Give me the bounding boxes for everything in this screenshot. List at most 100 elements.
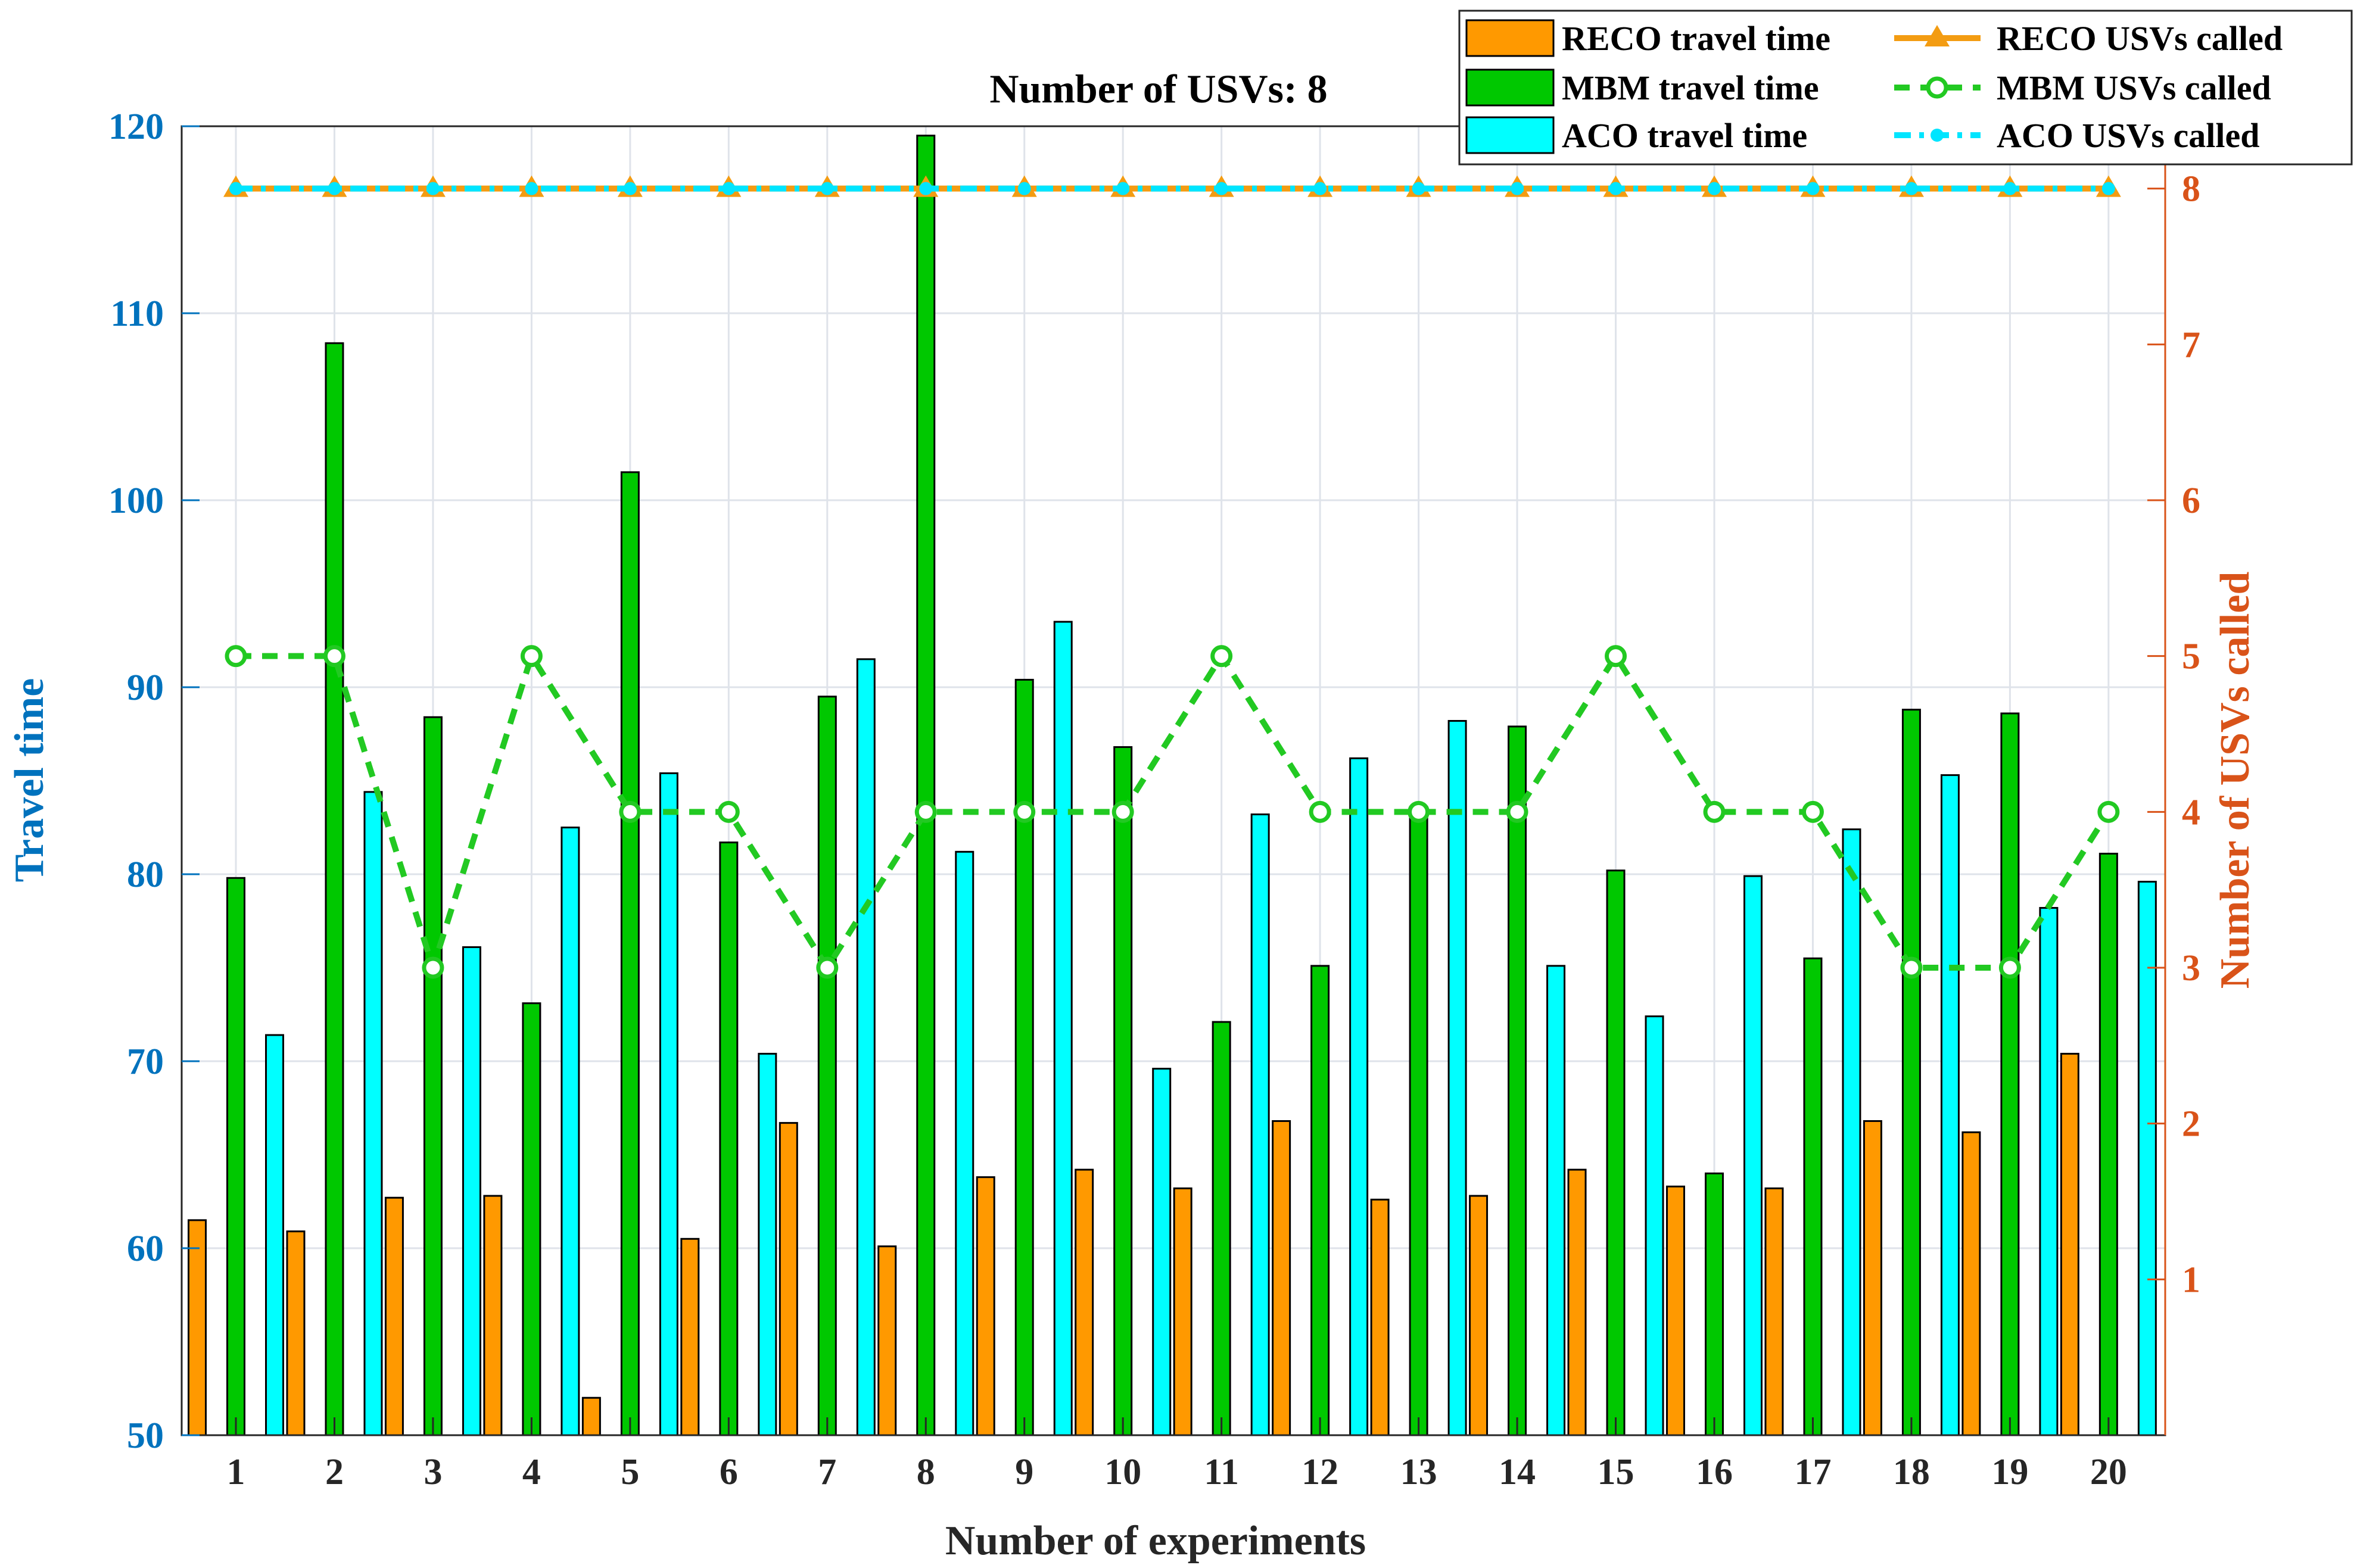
right-tick-label: 2: [2182, 1104, 2200, 1145]
marker-mbm: [1408, 800, 1430, 823]
bar-aco: [758, 1052, 777, 1436]
marker-mbm: [1309, 800, 1331, 823]
bar-aco: [462, 946, 481, 1436]
bar-mbm: [325, 342, 344, 1436]
marker-aco: [1116, 182, 1130, 195]
bar-mbm: [1310, 965, 1330, 1436]
marker-mbm: [1111, 800, 1134, 823]
bar-aco: [1940, 774, 1960, 1436]
bar-reco: [1863, 1120, 1882, 1436]
bar-aco: [1447, 720, 1467, 1436]
bar-mbm: [1704, 1172, 1724, 1436]
marker-aco: [1511, 182, 1524, 195]
left-tick-label: 90: [127, 668, 164, 708]
bar-reco: [1370, 1198, 1390, 1436]
x-tick-label: 16: [1696, 1452, 1733, 1492]
legend-label: ACO USVs called: [1997, 116, 2259, 155]
marker-aco: [1904, 182, 1918, 195]
bar-reco: [1173, 1187, 1192, 1436]
left-tick-label: 110: [110, 294, 164, 334]
bar-mbm: [1212, 1021, 1231, 1436]
bar-mbm: [817, 696, 837, 1436]
x-tick-label: 7: [818, 1452, 836, 1492]
legend-marker: [1925, 25, 1950, 46]
bar-reco: [286, 1230, 306, 1436]
left-y-axis-ticks: 50 60 70 80 90 100 110 120: [108, 107, 200, 1456]
bar-mbm: [423, 716, 443, 1436]
bar-aco: [1349, 757, 1369, 1436]
marker-aco: [2003, 182, 2017, 195]
bar-aco: [363, 791, 383, 1436]
x-tick-label: 1: [227, 1452, 245, 1492]
marker-mbm: [1801, 800, 1824, 823]
x-tick-label: 9: [1015, 1452, 1033, 1492]
bar-reco: [188, 1219, 207, 1436]
bar-aco: [2039, 907, 2059, 1436]
left-y-axis-label: Travel time: [7, 678, 52, 883]
marker-mbm: [1900, 956, 1923, 979]
x-tick-label: 13: [1400, 1452, 1437, 1492]
marker-aco: [623, 182, 637, 195]
left-tick-label: 70: [127, 1042, 164, 1082]
marker-mbm: [816, 956, 839, 979]
marker-aco: [1707, 182, 1721, 195]
bar-aco: [265, 1034, 285, 1436]
bar-reco: [1075, 1168, 1094, 1436]
left-tick-label: 60: [127, 1229, 164, 1269]
bar-aco: [1152, 1068, 1172, 1436]
bar-aco: [1743, 875, 1763, 1436]
x-tick-label: 15: [1598, 1452, 1634, 1492]
marker-aco: [1806, 182, 1820, 195]
x-tick-label: 14: [1499, 1452, 1536, 1492]
marker-aco: [1215, 182, 1228, 195]
marker-mbm: [323, 645, 345, 668]
bar-aco: [1546, 965, 1566, 1436]
bar-reco: [1764, 1187, 1784, 1436]
marker-aco: [722, 182, 736, 195]
legend-swatch: [1465, 68, 1555, 107]
bar-mbm: [1113, 746, 1133, 1436]
bar-mbm: [2098, 852, 2118, 1436]
x-axis-label: Number of experiments: [945, 1518, 1366, 1564]
bar-reco: [2060, 1052, 2079, 1436]
bar-reco: [680, 1237, 700, 1436]
x-tick-label: 20: [2090, 1452, 2127, 1492]
bar-mbm: [916, 135, 936, 1436]
legend: RECO travel time MBM travel time ACO trave…: [1458, 10, 2353, 166]
bar-reco: [877, 1245, 897, 1436]
marker-aco: [426, 182, 440, 195]
bar-reco: [779, 1122, 798, 1436]
left-tick-label: 120: [108, 107, 164, 147]
left-tick-label: 50: [127, 1416, 164, 1456]
marker-aco: [2101, 182, 2115, 195]
bar-aco: [1645, 1015, 1664, 1436]
right-tick-label: 6: [2182, 481, 2200, 521]
marker-mbm: [1506, 800, 1528, 823]
marker-aco: [1412, 182, 1425, 195]
bar-aco: [561, 827, 580, 1436]
bar-mbm: [719, 841, 739, 1436]
legend-label: RECO travel time: [1562, 19, 1830, 58]
marker-aco: [328, 182, 341, 195]
marker-mbm: [1210, 645, 1233, 668]
bar-reco: [976, 1176, 995, 1436]
marker-aco: [919, 182, 933, 195]
bar-aco: [1250, 813, 1270, 1436]
marker-mbm: [225, 645, 247, 668]
legend-label: MBM travel time: [1562, 68, 1819, 107]
left-tick-label: 80: [127, 855, 164, 895]
line-series: [223, 175, 2121, 979]
bar-series: [188, 135, 2157, 1436]
line-mbm: [236, 649, 2112, 978]
x-tick-label: 5: [621, 1452, 639, 1492]
bar-mbm: [522, 1002, 541, 1436]
x-tick-label: 12: [1302, 1452, 1338, 1492]
bar-mbm: [1014, 678, 1034, 1436]
bar-mbm: [1409, 806, 1428, 1436]
marker-mbm: [717, 800, 740, 823]
x-tick-label: 6: [720, 1452, 738, 1492]
bar-mbm: [226, 877, 246, 1436]
right-tick-label: 8: [2182, 169, 2200, 210]
x-tick-label: 4: [522, 1452, 541, 1492]
